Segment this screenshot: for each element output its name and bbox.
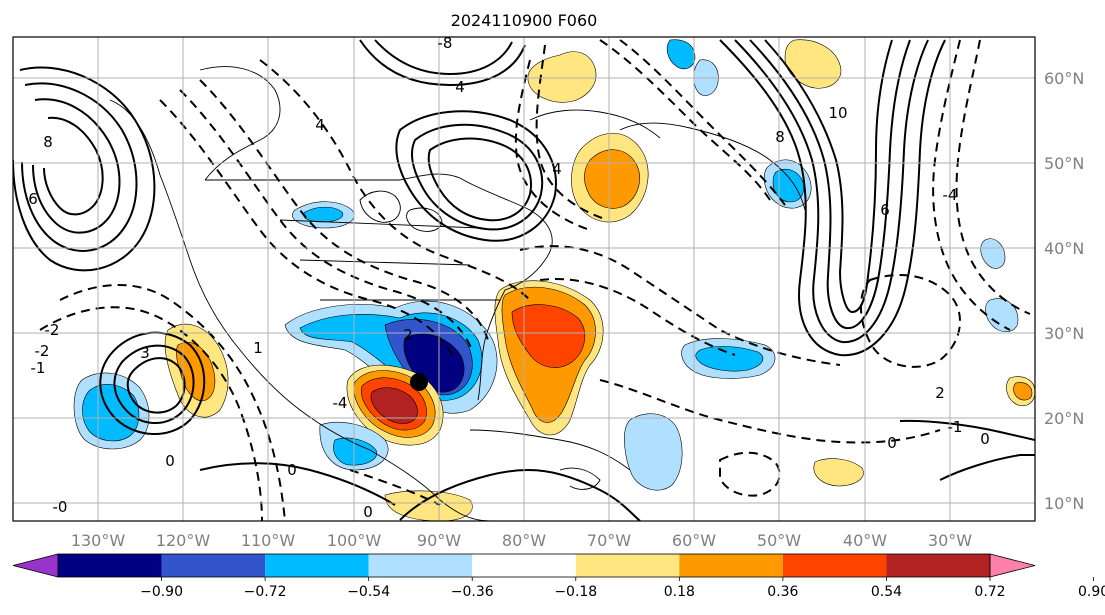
contour-label: 0 <box>165 452 175 470</box>
longitude-label: 50°W <box>757 531 801 550</box>
contour-label: 3 <box>140 344 150 362</box>
colorbar-segment <box>161 554 266 577</box>
contour-label: 4 <box>455 78 465 96</box>
colorbar-tick-label: −0.54 <box>347 584 390 600</box>
latitude-label: 30°N <box>1044 324 1084 343</box>
colorbar-segment <box>58 554 162 577</box>
contour-label: 4 <box>552 160 562 178</box>
contour-label: 0 <box>287 461 297 479</box>
colorbar-segment <box>265 554 369 577</box>
longitude-label: 90°W <box>417 531 461 550</box>
colorbar-segment <box>368 554 473 577</box>
latitude-label: 20°N <box>1044 409 1084 428</box>
colorbar-segment <box>782 554 887 577</box>
latitude-label: 60°N <box>1044 69 1084 88</box>
contour-label: 8 <box>775 128 785 146</box>
contour-label: 0 <box>363 503 373 521</box>
longitude-label: 130°W <box>71 531 126 550</box>
longitude-label: 70°W <box>587 531 631 550</box>
latitude-label: 40°N <box>1044 239 1084 258</box>
longitude-label: 80°W <box>502 531 546 550</box>
latitude-label: 50°N <box>1044 154 1084 173</box>
latitude-label: 10°N <box>1044 494 1084 513</box>
longitude-labels: 130°W 120°W 110°W 100°W 90°W 80°W 70°W 60°W 50°W… <box>71 531 972 550</box>
colorbar-tick-label: −0.72 <box>244 584 287 600</box>
longitude-label: 100°W <box>327 531 382 550</box>
contour-label: 4 <box>315 116 325 134</box>
map-frame <box>12 36 1036 522</box>
contour-label: 6 <box>28 190 38 208</box>
colorbar-tick-label: 0.36 <box>767 584 798 600</box>
contour-label: -0 <box>53 498 68 516</box>
contour-label: -2 <box>35 342 50 360</box>
colorbar-tick-label: 0.54 <box>871 584 902 600</box>
longitude-label: 30°W <box>928 531 972 550</box>
contour-label: -4 <box>333 394 348 412</box>
contour-label: -1 <box>31 359 46 377</box>
contour-label: 6 <box>880 201 890 219</box>
colorbar-tick-label: −0.18 <box>554 584 597 600</box>
coastlines-layer <box>109 66 806 521</box>
contour-label: 8 <box>43 133 53 151</box>
longitude-label: 120°W <box>156 531 211 550</box>
colorbar-frame <box>57 553 991 578</box>
contour-label: -2 <box>45 321 60 339</box>
contour-label: 0 <box>887 434 897 452</box>
colorbar-segment <box>886 554 990 577</box>
contour-label: 0 <box>980 430 990 448</box>
colorbar-segment <box>472 554 576 577</box>
contour-label: 1 <box>253 339 263 357</box>
contour-label: 10 <box>828 104 847 122</box>
colorbar-segment <box>679 554 783 577</box>
colorbar-tick-labels: −0.90 −0.72 −0.54 −0.36 −0.18 0.18 0.36 0.54 0.7… <box>140 577 1105 600</box>
contour-label: -1 <box>948 418 963 436</box>
colorbar-extend-low <box>12 553 59 578</box>
latitude-labels: 60°N 50°N 40°N 30°N 20°N 10°N <box>1044 69 1084 513</box>
colorbar-tick-label: 0.72 <box>974 584 1005 600</box>
longitude-label: 110°W <box>241 531 296 550</box>
colorbar-segment <box>575 554 680 577</box>
longitude-label: 60°W <box>672 531 716 550</box>
figure-title: 2024110900 F060 <box>451 11 598 30</box>
storm-center-marker <box>410 373 428 391</box>
colorbar-tick-label: 0.18 <box>664 584 695 600</box>
contour-label: 2 <box>935 384 945 402</box>
dashed-contours <box>39 39 1031 521</box>
contour-label: -8 <box>438 34 453 52</box>
colorbar <box>12 553 1036 578</box>
colorbar-tick-label: −0.90 <box>140 584 183 600</box>
contour-label: -4 <box>943 186 958 204</box>
colorbar-extend-high <box>989 553 1036 578</box>
contour-label: 2 <box>403 326 413 344</box>
longitude-label: 40°W <box>843 531 887 550</box>
colorbar-tick-label: −0.36 <box>451 584 494 600</box>
graticule <box>13 37 1035 521</box>
colorbar-tick-label: 0.90 <box>1078 584 1105 600</box>
